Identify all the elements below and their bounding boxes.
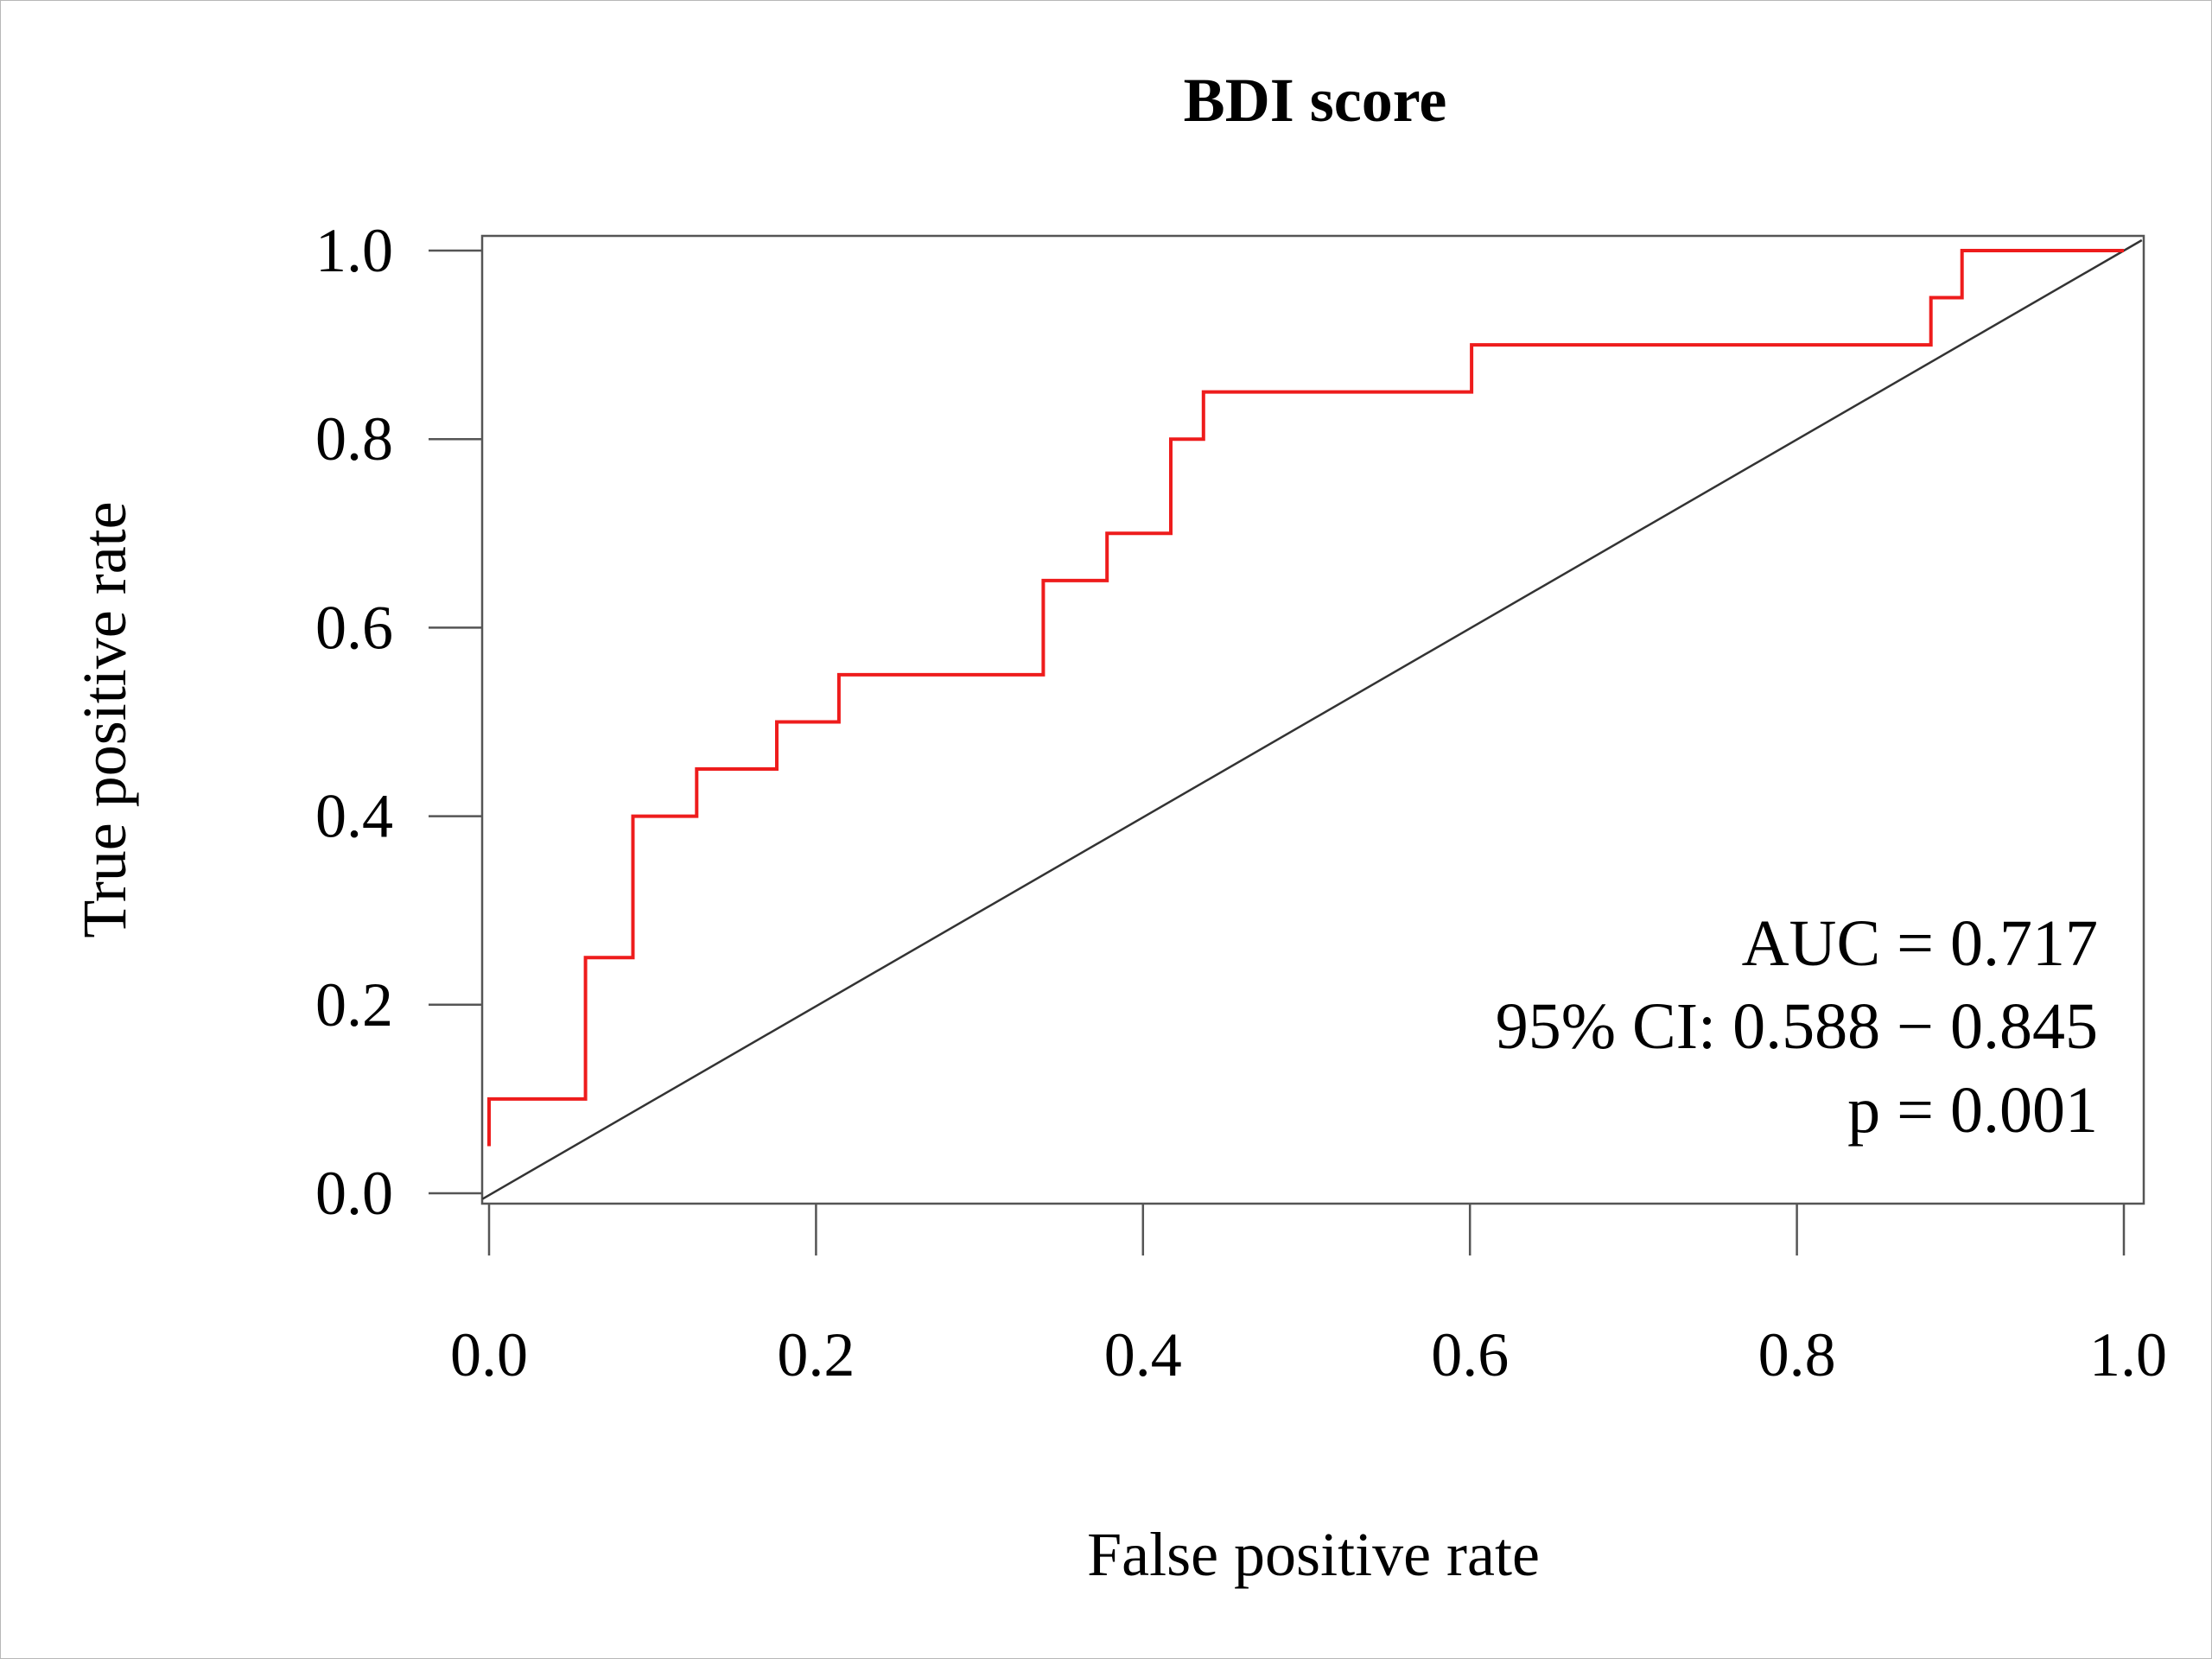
chart-title: BDI score [1184, 66, 1447, 135]
x-tick-label: 0.8 [1758, 1320, 1836, 1389]
x-tick-label: 1.0 [2089, 1320, 2167, 1389]
x-axis-label: False positive rate [1087, 1520, 1540, 1589]
y-tick-label: 0.0 [315, 1159, 393, 1228]
y-axis: 0.0 0.2 0.4 0.6 0.8 1.0 [315, 216, 482, 1228]
x-tick-label: 0.0 [450, 1320, 528, 1389]
y-tick-label: 0.8 [315, 404, 393, 474]
reference-diagonal-line [481, 238, 2143, 1200]
y-tick-label: 1.0 [315, 216, 393, 285]
roc-curve [487, 249, 2124, 1147]
auc-annotation: AUC = 0.717 [1742, 907, 2098, 980]
y-tick-label: 0.2 [315, 970, 393, 1039]
y-axis-label: True positive rate [70, 501, 139, 938]
y-tick-label: 0.4 [315, 782, 393, 851]
ci-annotation: 95% CI: 0.588 − 0.845 [1496, 990, 2098, 1063]
x-tick-label: 0.6 [1431, 1320, 1509, 1389]
x-axis: 0.0 0.2 0.4 0.6 0.8 1.0 [450, 1204, 2167, 1389]
x-tick-label: 0.2 [777, 1320, 855, 1389]
p-value-annotation: p = 0.001 [1847, 1074, 2098, 1147]
plot-frame [480, 234, 2145, 1205]
y-tick-label: 0.6 [315, 593, 393, 662]
x-tick-label: 0.4 [1104, 1320, 1182, 1389]
